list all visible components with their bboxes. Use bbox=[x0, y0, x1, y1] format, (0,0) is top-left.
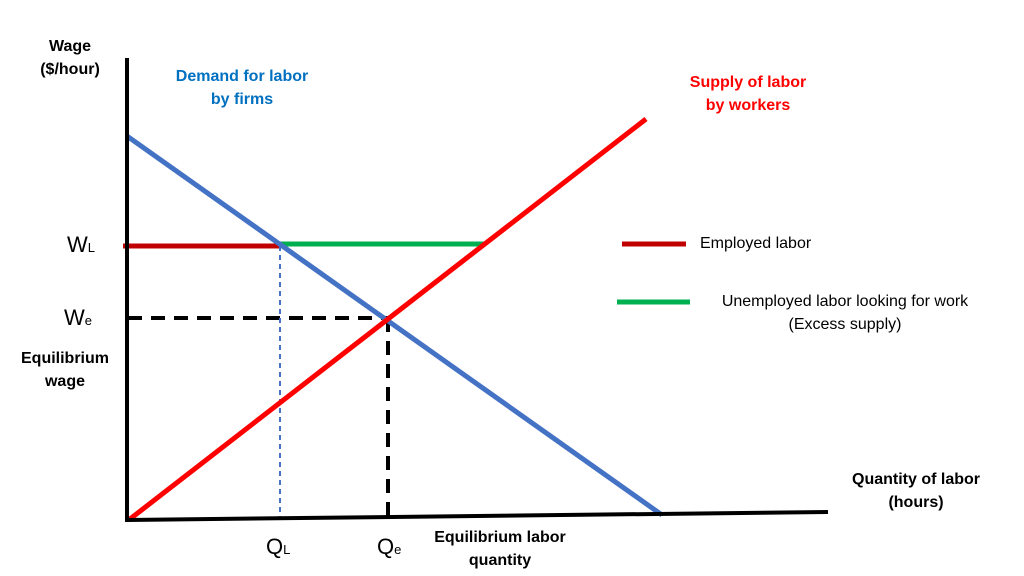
equilibrium-wage-label: Equilibrium wage bbox=[10, 347, 120, 393]
legend-unemployed-line2: (Excess supply) bbox=[788, 316, 902, 333]
eq-qty-line1: Equilibrium labor bbox=[434, 529, 566, 546]
eq-qty-line2: quantity bbox=[468, 552, 532, 569]
wl-label-sub: L bbox=[87, 240, 95, 255]
demand-curve bbox=[125, 133, 664, 518]
supply-label-line2: by workers bbox=[705, 97, 791, 114]
x-axis-label-line2: (hours) bbox=[888, 494, 944, 511]
demand-label-line2: by firms bbox=[210, 91, 274, 108]
demand-label-line1: Demand for labor bbox=[175, 68, 309, 85]
wl-label-main: W bbox=[67, 232, 88, 257]
qe-label: Qe bbox=[377, 534, 401, 563]
equilibrium-quantity-label: Equilibrium labor quantity bbox=[415, 526, 585, 572]
ql-label-main: Q bbox=[266, 534, 284, 559]
x-axis-label-line1: Quantity of labor bbox=[852, 471, 980, 488]
x-axis-label: Quantity of labor (hours) bbox=[826, 468, 1006, 514]
x-axis bbox=[124, 510, 829, 522]
ql-label: QL bbox=[266, 534, 290, 563]
y-axis-label-line2: ($/hour) bbox=[40, 61, 100, 78]
y-axis-label-line1: Wage bbox=[48, 38, 92, 55]
legend-unemployed-line1: Unemployed labor looking for work bbox=[721, 293, 969, 310]
we-label-main: W bbox=[64, 305, 85, 330]
y-axis-label: Wage ($/hour) bbox=[20, 35, 120, 81]
eq-wage-line2: wage bbox=[44, 373, 85, 390]
demand-curve-label: Demand for labor by firms bbox=[160, 65, 324, 111]
qe-label-sub: e bbox=[394, 542, 402, 557]
ql-label-sub: L bbox=[283, 542, 291, 557]
supply-curve-label: Supply of labor by workers bbox=[672, 71, 824, 117]
legend-employed-label: Employed labor bbox=[700, 235, 812, 252]
qe-label-main: Q bbox=[377, 534, 395, 559]
wl-label: WL bbox=[67, 232, 95, 261]
we-label-sub: e bbox=[84, 313, 92, 328]
supply-label-line1: Supply of labor bbox=[689, 74, 807, 91]
eq-wage-line1: Equilibrium bbox=[21, 350, 109, 367]
supply-curve bbox=[128, 117, 648, 521]
we-label: We bbox=[64, 305, 92, 334]
legend-unemployed-label: Unemployed labor looking for work (Exces… bbox=[700, 290, 990, 336]
